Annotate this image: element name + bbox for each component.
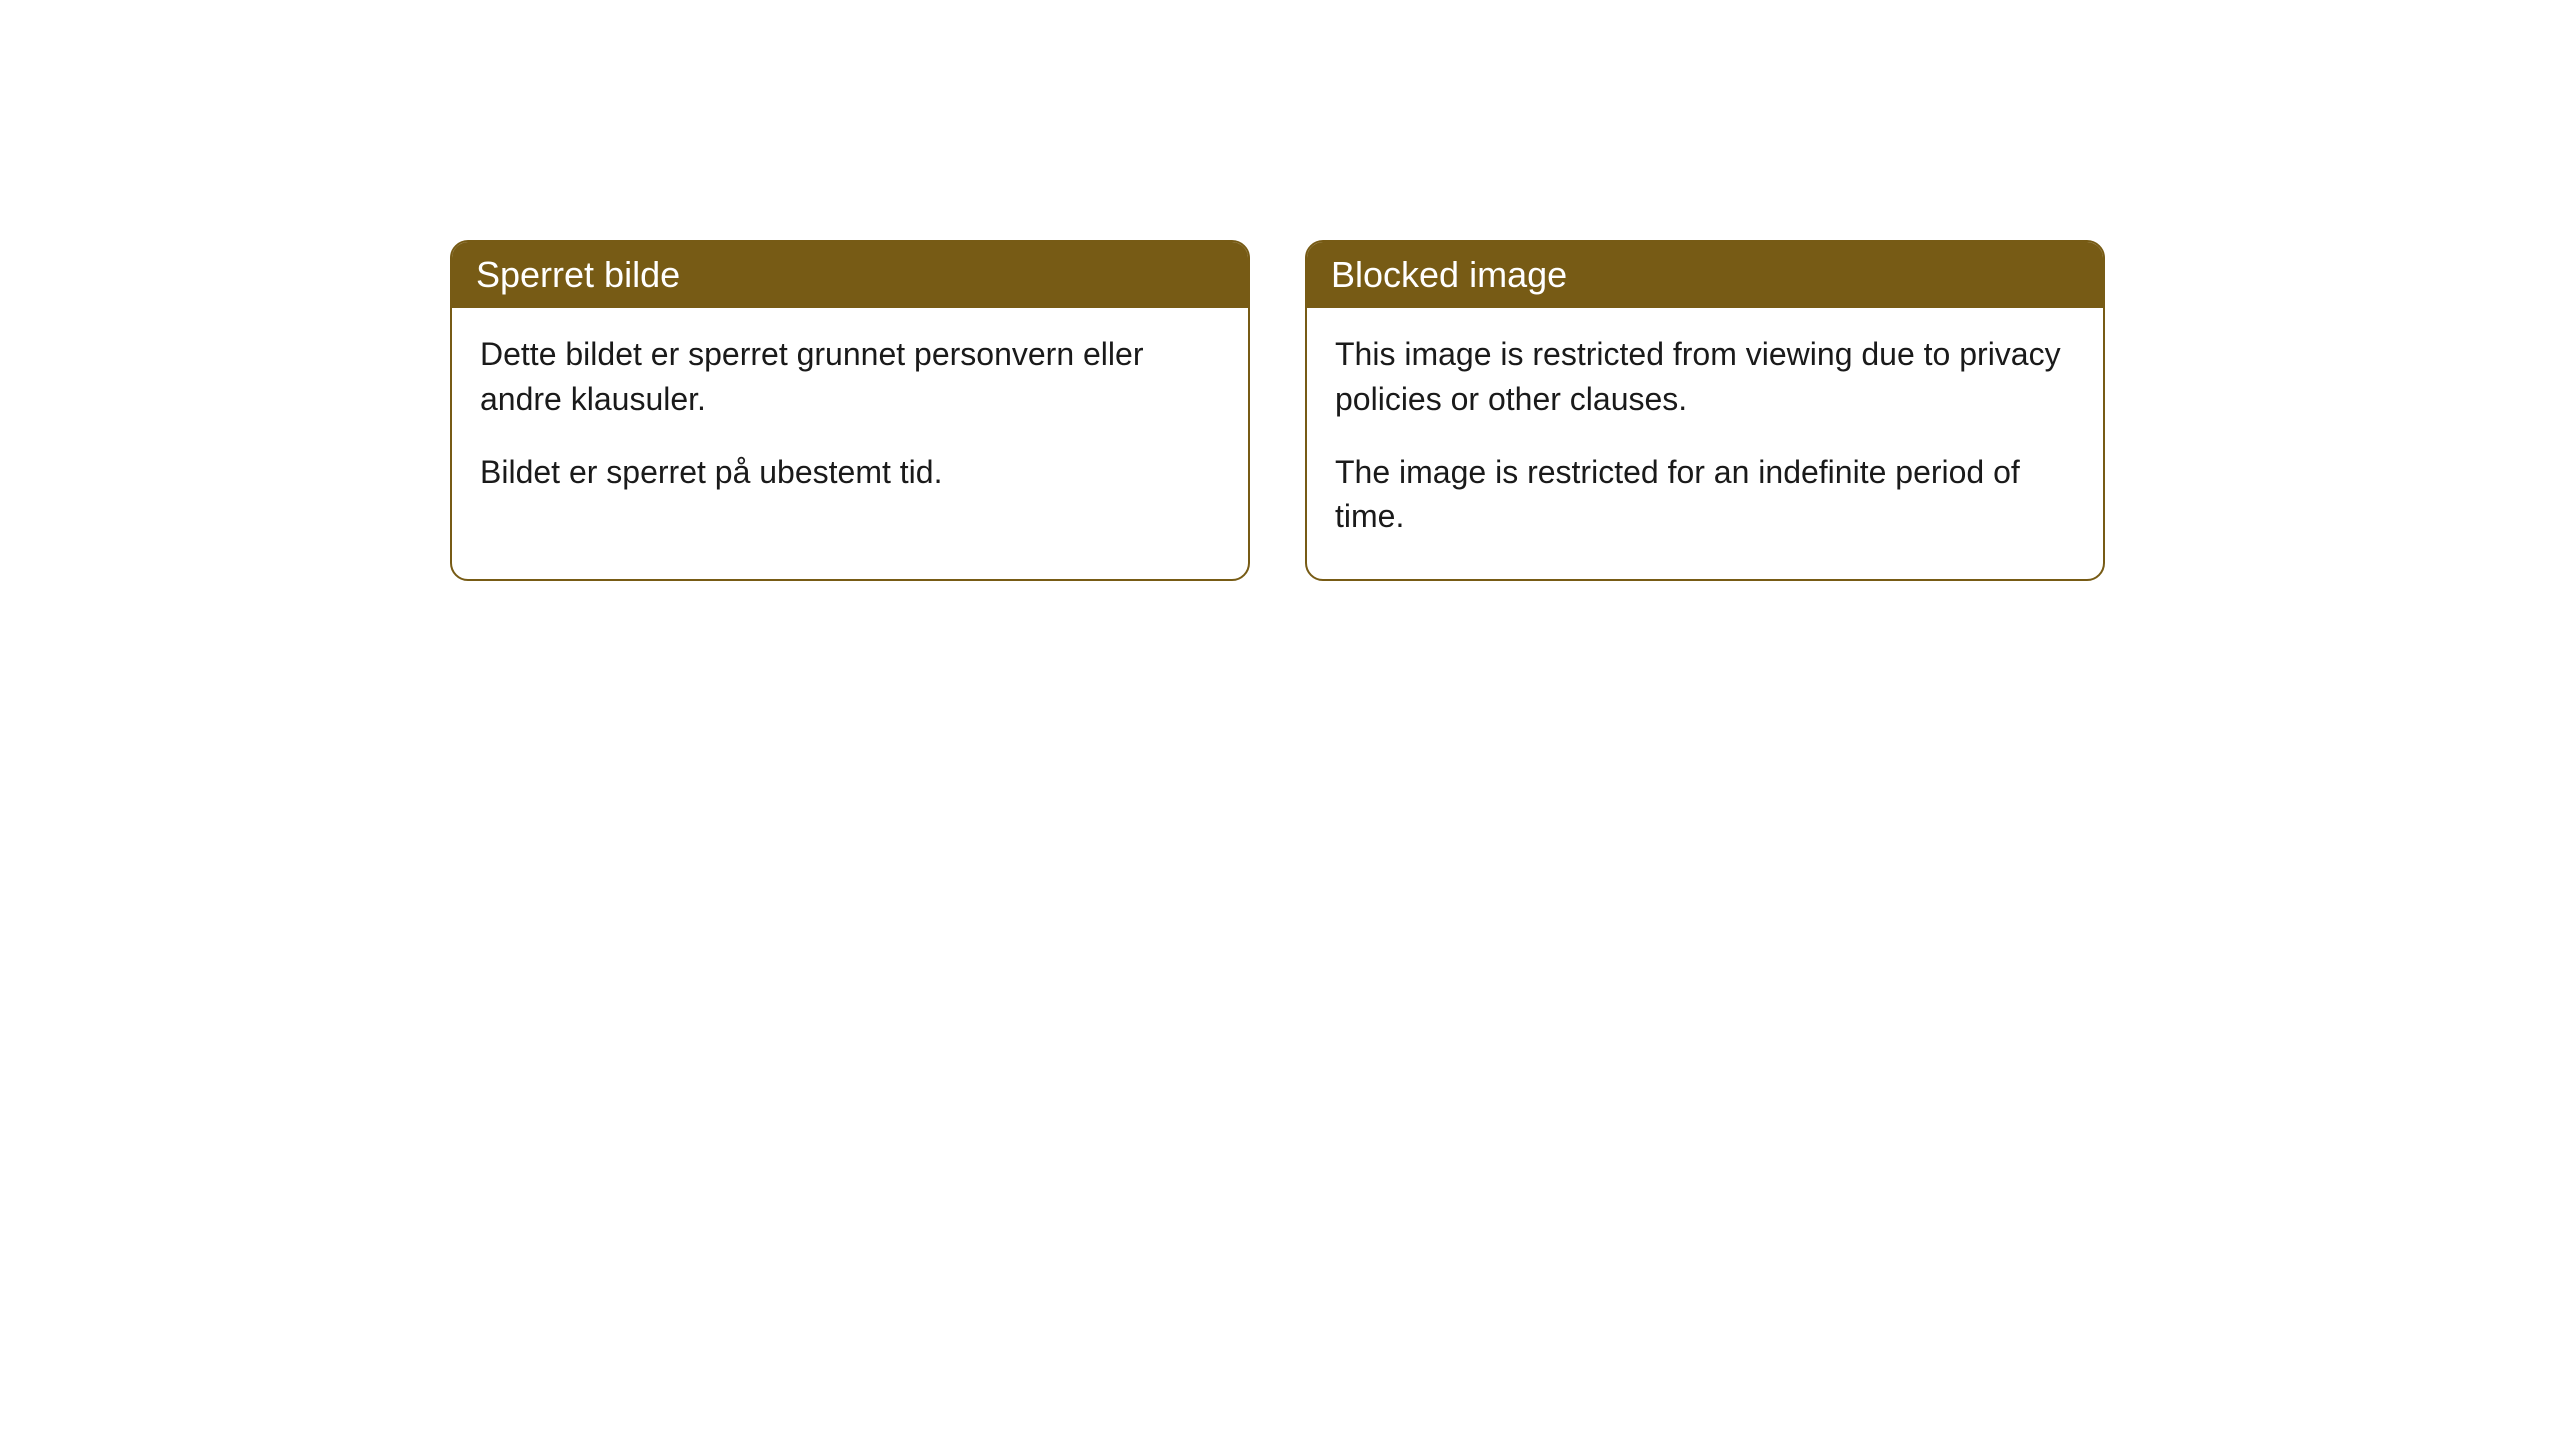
notice-body: This image is restricted from viewing du… <box>1307 308 2103 579</box>
notice-box-english: Blocked image This image is restricted f… <box>1305 240 2105 581</box>
notice-title: Sperret bilde <box>476 254 680 295</box>
notice-paragraph: This image is restricted from viewing du… <box>1335 332 2075 422</box>
notice-paragraph: Bildet er sperret på ubestemt tid. <box>480 450 1220 495</box>
notice-box-norwegian: Sperret bilde Dette bildet er sperret gr… <box>450 240 1250 581</box>
notice-header: Blocked image <box>1307 242 2103 308</box>
notice-header: Sperret bilde <box>452 242 1248 308</box>
notice-paragraph: Dette bildet er sperret grunnet personve… <box>480 332 1220 422</box>
notice-body: Dette bildet er sperret grunnet personve… <box>452 308 1248 534</box>
notices-container: Sperret bilde Dette bildet er sperret gr… <box>450 240 2560 581</box>
notice-title: Blocked image <box>1331 254 1567 295</box>
notice-paragraph: The image is restricted for an indefinit… <box>1335 450 2075 540</box>
